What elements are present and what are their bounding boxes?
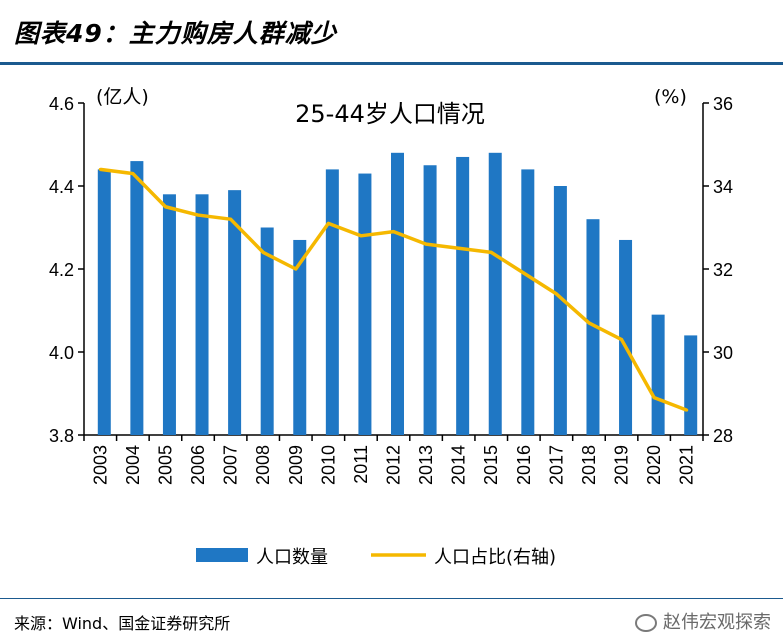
x-tick-label: 2013 xyxy=(416,445,436,485)
line-point-2004 xyxy=(131,172,135,176)
x-tick-label: 2008 xyxy=(253,445,273,485)
line-point-2020 xyxy=(652,396,656,400)
bar-2019 xyxy=(619,239,633,435)
bar-2014 xyxy=(456,156,470,435)
legend-bar-label: 人口数量 xyxy=(256,547,328,568)
left-tick-label: 3.8 xyxy=(49,426,74,446)
watermark: 赵伟宏观探索 xyxy=(635,608,771,634)
x-tick-label: 2003 xyxy=(90,445,110,485)
bar-2012 xyxy=(391,152,404,436)
legend-line-label: 人口占比(右轴) xyxy=(434,547,556,568)
x-tick-label: 2015 xyxy=(481,445,501,485)
x-tick-label: 2012 xyxy=(384,445,404,485)
right-tick-label: 36 xyxy=(713,94,733,114)
line-point-2011 xyxy=(359,234,363,238)
x-tick-label: 2017 xyxy=(546,445,566,485)
bar-2007 xyxy=(228,190,242,435)
bar-2021 xyxy=(684,335,698,435)
chart: 3.8 4.0 4.2 4.4 4.6 28 30 32 34 36 (亿人) (%) 25-44岁人口… xyxy=(49,86,733,568)
x-tick-label: 2010 xyxy=(318,445,338,485)
right-tick-label: 34 xyxy=(713,177,733,197)
line-point-2016 xyxy=(522,271,526,275)
left-tick-label: 4.6 xyxy=(49,94,74,114)
line-point-2009 xyxy=(294,267,298,271)
line-point-2007 xyxy=(229,217,233,221)
x-tick-label: 2016 xyxy=(514,445,534,485)
line-point-2017 xyxy=(554,292,558,296)
bar-2020 xyxy=(651,314,665,435)
footer-rule xyxy=(0,598,783,599)
right-tick-label: 28 xyxy=(713,426,733,446)
bar-2005 xyxy=(162,194,176,435)
wechat-icon xyxy=(635,614,657,632)
x-tick-label: 2009 xyxy=(286,445,306,485)
x-tick-label: 2005 xyxy=(155,445,175,485)
bar-2003 xyxy=(97,169,111,435)
line-point-2008 xyxy=(261,250,265,254)
right-tick-label: 30 xyxy=(713,343,733,363)
x-tick-label: 2021 xyxy=(677,445,697,485)
x-tick-label: 2011 xyxy=(351,445,371,484)
bar-2016 xyxy=(521,169,535,435)
bar-2015 xyxy=(488,152,502,436)
line-point-2018 xyxy=(587,321,591,325)
line-point-2010 xyxy=(326,221,330,225)
bar-2011 xyxy=(358,173,372,436)
x-tick-label: 2004 xyxy=(123,445,143,485)
figure-title: 图表49：主力购房人群减少 xyxy=(14,19,337,48)
x-tick-label: 2014 xyxy=(449,445,469,485)
watermark-text: 赵伟宏观探索 xyxy=(663,612,771,633)
x-tick-label: 2007 xyxy=(221,445,241,485)
x-tick-label: 2018 xyxy=(579,445,599,485)
line-point-2006 xyxy=(196,213,200,217)
source-note: 来源：Wind、国金证券研究所 xyxy=(14,614,231,633)
left-axis-unit: (亿人) xyxy=(96,86,149,108)
bar-2006 xyxy=(195,194,209,435)
left-tick-label: 4.2 xyxy=(49,260,74,280)
x-tick-label: 2006 xyxy=(188,445,208,485)
left-tick-label: 4.0 xyxy=(49,343,74,363)
bar-2008 xyxy=(260,227,274,435)
bar-2017 xyxy=(553,186,567,435)
line-point-2013 xyxy=(424,242,428,246)
line-point-2015 xyxy=(489,250,493,254)
bar-2010 xyxy=(325,169,339,435)
line-point-2012 xyxy=(392,230,395,234)
bar-2018 xyxy=(586,219,600,435)
title-rule xyxy=(0,62,783,65)
right-axis-unit: (%) xyxy=(654,86,687,108)
bar-2009 xyxy=(293,239,307,435)
right-tick-label: 32 xyxy=(713,260,733,280)
line-point-2019 xyxy=(620,338,624,342)
left-tick-label: 4.4 xyxy=(49,177,74,197)
bar-2004 xyxy=(130,161,144,435)
line-point-2021 xyxy=(685,408,689,412)
x-tick-label: 2020 xyxy=(644,445,664,485)
bar-2013 xyxy=(423,165,437,435)
chart-title: 25-44岁人口情况 xyxy=(295,100,485,128)
x-tick-label: 2019 xyxy=(612,445,632,485)
line-point-2003 xyxy=(98,167,102,171)
line-point-2014 xyxy=(457,246,461,250)
legend-bar-swatch xyxy=(196,548,248,562)
line-point-2005 xyxy=(163,205,167,209)
